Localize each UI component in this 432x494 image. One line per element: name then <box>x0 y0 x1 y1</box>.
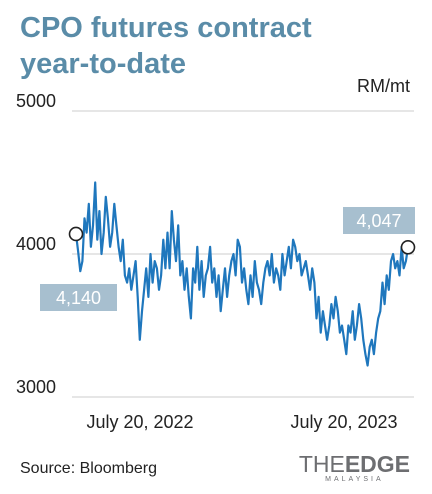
chart-title: CPO futures contract year-to-date <box>20 10 420 82</box>
series-line <box>74 181 410 367</box>
end-value-label: 4,047 <box>356 211 401 231</box>
end-point-marker <box>400 239 416 255</box>
y-tick-label: 4000 <box>16 234 56 254</box>
start-value-label: 4,140 <box>56 288 101 308</box>
start-value-callout-box <box>40 284 117 311</box>
logo-edge: EDGE <box>344 451 410 477</box>
chart-title-line-1: CPO futures contract <box>20 12 312 44</box>
logo-sub: MALAYSIA <box>325 476 384 483</box>
start-point-marker <box>68 226 84 242</box>
chart-title-line-2: year-to-date <box>20 48 186 80</box>
x-tick-label: July 20, 2023 <box>290 412 397 432</box>
publisher-logo: THEEDGE MALAYSIA <box>299 452 410 484</box>
source-note: Source: Bloomberg <box>20 460 157 477</box>
logo-the: THE <box>298 451 345 477</box>
y-tick-label: 5000 <box>16 91 56 111</box>
y-tick-label: 3000 <box>16 377 56 397</box>
end-value-callout-box <box>343 207 415 234</box>
y-axis-unit: RM/mt <box>357 76 410 96</box>
x-tick-label: July 20, 2022 <box>86 412 193 432</box>
